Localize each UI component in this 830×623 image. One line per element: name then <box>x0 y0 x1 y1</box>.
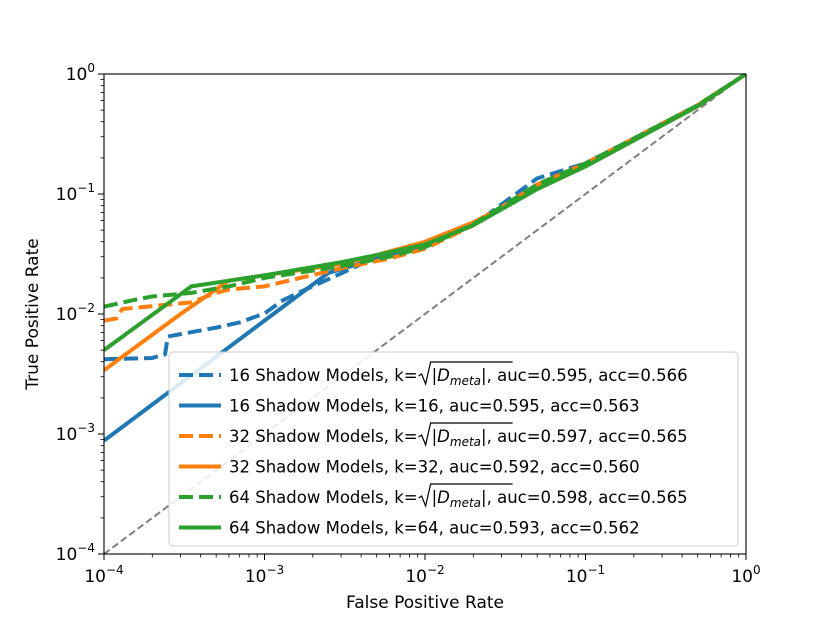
x-tick-label: 100 <box>731 563 760 587</box>
y-tick-label: 10−2 <box>56 301 95 325</box>
legend-entry-6: 64 Shadow Models, k=64, auc=0.593, acc=0… <box>229 519 640 538</box>
x-tick-label: 10−2 <box>405 563 444 587</box>
legend-box <box>168 351 739 547</box>
sqrt-radical <box>418 483 513 509</box>
legend-entry-4: 32 Shadow Models, k=32, auc=0.592, acc=0… <box>229 458 640 477</box>
legend-entry-3: 32 Shadow Models, k= |Dmeta|, auc=0.597, … <box>229 427 688 449</box>
legend-entry-5: 64 Shadow Models, k= |Dmeta|, auc=0.598, … <box>229 488 688 510</box>
series-layer <box>104 74 746 554</box>
ticks-layer: 10−4 10−3 10−2 10−1 100 10−4 10−3 10−2 10−1 100 <box>56 61 761 587</box>
series-line-5 <box>104 74 746 309</box>
y-axis-label: True Positive Rate <box>23 238 43 390</box>
x-axis-label: False Positive Rate <box>346 593 504 613</box>
x-tick-label: 10−4 <box>84 563 123 587</box>
sqrt-radical <box>418 361 513 387</box>
legend: 16 Shadow Models, k= |Dmeta|, auc=0.595, … <box>168 351 739 547</box>
x-tick-label: 10−1 <box>566 563 605 587</box>
series-line-1 <box>104 74 746 362</box>
legend-entry-2: 16 Shadow Models, k=16, auc=0.595, acc=0… <box>229 397 640 416</box>
y-tick-label: 100 <box>66 61 95 85</box>
diagonal-reference-line <box>104 74 746 554</box>
x-tick-label: 10−3 <box>245 563 284 587</box>
sqrt-radical <box>418 422 513 448</box>
y-tick-label: 10−4 <box>56 541 95 565</box>
y-tick-label: 10−1 <box>56 181 95 205</box>
legend-entry-1: 16 Shadow Models, k= |Dmeta|, auc=0.595, … <box>229 366 688 388</box>
y-tick-label: 10−3 <box>56 421 95 445</box>
